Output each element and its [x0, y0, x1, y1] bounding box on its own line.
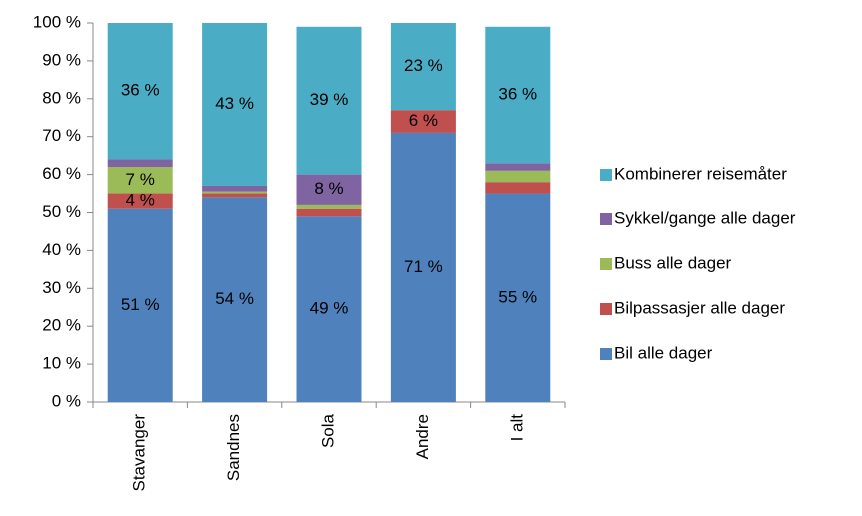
data-label: 36 %: [498, 84, 537, 103]
bar-segment: [390, 23, 456, 111]
y-tick-label: 100 %: [33, 12, 81, 31]
data-label: 4 %: [126, 191, 155, 210]
bar-segment: [296, 26, 362, 175]
legend-label: Sykkel/gange alle dager: [614, 208, 796, 227]
legend-swatch: [600, 303, 612, 315]
bar-segment: [485, 170, 551, 183]
data-label: 51 %: [121, 295, 160, 314]
bar-segment: [485, 182, 551, 194]
x-tick-label: Stavanger: [130, 414, 149, 492]
y-tick-label: 40 %: [42, 240, 81, 259]
bar-segment: [390, 132, 456, 402]
bar-segment: [107, 23, 173, 160]
bar-segment: [202, 191, 268, 194]
y-tick-label: 90 %: [42, 50, 81, 69]
bar-segment: [296, 216, 362, 402]
bar-segment: [296, 208, 362, 217]
data-label: 8 %: [314, 179, 343, 198]
data-label: 49 %: [310, 299, 349, 318]
y-tick-label: 30 %: [42, 278, 81, 297]
y-tick-label: 20 %: [42, 316, 81, 335]
x-tick-label: Andre: [413, 414, 432, 459]
data-label: 39 %: [310, 90, 349, 109]
data-label: 6 %: [409, 111, 438, 130]
x-tick-label: Sandnes: [224, 414, 243, 481]
bar-segment: [296, 204, 362, 209]
bar-segment: [202, 185, 268, 192]
data-label: 7 %: [126, 170, 155, 189]
data-label: 55 %: [498, 287, 537, 306]
data-label: 23 %: [404, 56, 443, 75]
bar-segment: [107, 193, 173, 209]
bar-segment: [485, 193, 551, 402]
legend-label: Bil alle dager: [614, 343, 713, 362]
data-label: 71 %: [404, 257, 443, 276]
bar-segment: [485, 26, 551, 164]
data-label: 54 %: [215, 289, 254, 308]
legend-label: Kombinerer reisemåter: [614, 164, 787, 183]
y-tick-label: 60 %: [42, 164, 81, 183]
bar-segment: [202, 23, 268, 186]
legend-swatch: [600, 348, 612, 360]
bar-segment: [202, 197, 268, 402]
legend-label: Bilpassasjer alle dager: [614, 298, 785, 317]
y-tick-label: 0 %: [52, 391, 81, 410]
bar-segment: [107, 208, 173, 402]
bar-segment: [296, 174, 362, 205]
y-tick-label: 10 %: [42, 354, 81, 373]
bar-segment: [107, 159, 173, 168]
legend-label: Buss alle dager: [614, 253, 732, 272]
y-tick-label: 70 %: [42, 126, 81, 145]
y-tick-label: 80 %: [42, 88, 81, 107]
data-label: 36 %: [121, 81, 160, 100]
y-tick-label: 50 %: [42, 202, 81, 221]
bar-segment: [390, 110, 456, 133]
bar-segment: [202, 193, 268, 198]
x-tick-label: I alt: [507, 414, 526, 442]
legend-swatch: [600, 169, 612, 181]
legend-swatch: [600, 258, 612, 270]
data-label: 43 %: [215, 94, 254, 113]
legend-swatch: [600, 213, 612, 225]
bar-segment: [107, 167, 173, 194]
bar-segment: [485, 163, 551, 171]
x-tick-label: Sola: [318, 413, 337, 448]
